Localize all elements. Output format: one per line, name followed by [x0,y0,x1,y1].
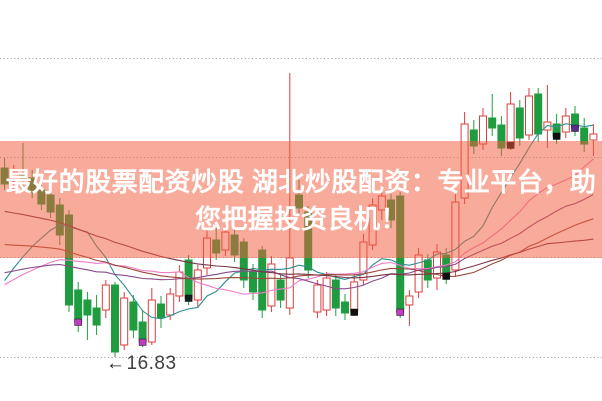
promo-banner: 最好的股票配资炒股 湖北炒股配资：专业平台，助 您把握投资良机！ [0,141,602,258]
banner-text-line1: 最好的股票配资炒股 湖北炒股配资：专业平台，助 [5,167,597,197]
signal-marker [184,294,193,302]
signal-marker [74,318,82,326]
signal-marker [396,308,404,316]
signal-marker [552,132,561,140]
signal-marker [571,124,579,132]
ma-line-45 [4,218,594,280]
left-arrow-icon: ← [106,353,126,374]
banner-text-line2: 您把握投资良机！ [194,204,407,234]
signal-marker [442,272,450,280]
low-price-value: 16.83 [126,353,177,374]
signal-marker [138,338,147,346]
signal-marker [350,308,358,316]
low-price-annotation: ←16.83 [106,353,177,375]
